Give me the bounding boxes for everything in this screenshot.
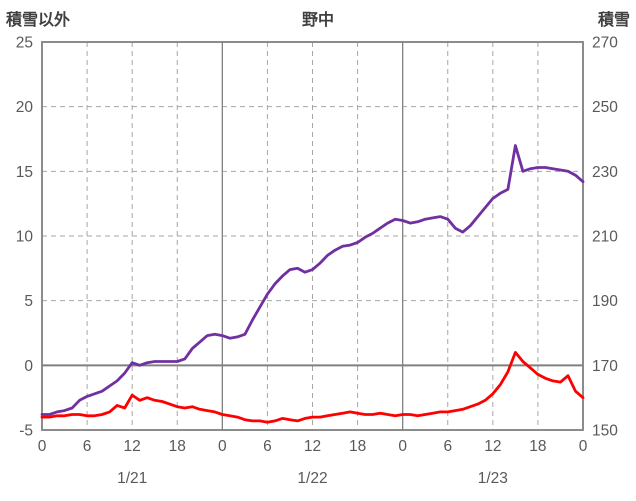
date-label: 1/23 (478, 470, 508, 487)
y-left-tick-label: 5 (24, 293, 33, 310)
x-tick-label: 18 (529, 438, 546, 455)
y-left-tick-label: 20 (16, 99, 34, 116)
x-tick-label: 0 (218, 438, 227, 455)
x-tick-label: 0 (38, 438, 47, 455)
series-line-red (40, 350, 585, 424)
y-right-tick-label: 170 (592, 358, 618, 375)
x-tick-label: 6 (443, 438, 452, 455)
x-tick-label: 0 (398, 438, 407, 455)
x-tick-label: 18 (349, 438, 366, 455)
y-left-tick-label: -5 (19, 422, 33, 439)
x-tick-label: 12 (484, 438, 501, 455)
plot-frame (41, 41, 584, 431)
y-left-tick-label: 25 (16, 34, 33, 51)
y-left-tick-label: 0 (24, 358, 33, 375)
date-label: 1/21 (117, 470, 147, 487)
x-tick-label: 12 (124, 438, 141, 455)
x-tick-label: 0 (579, 438, 588, 455)
series-line-purple (40, 144, 585, 416)
x-tick-label: 6 (83, 438, 92, 455)
y-right-tick-label: 270 (592, 34, 618, 51)
y-right-tick-label: 150 (592, 422, 618, 439)
left-axis-title: 積雪以外 (6, 12, 71, 29)
y-right-tick-label: 250 (592, 99, 618, 116)
x-tick-label: 18 (169, 438, 186, 455)
right-axis-title: 積雪 (597, 12, 630, 29)
x-tick-label: 12 (304, 438, 321, 455)
date-label: 1/22 (297, 470, 327, 487)
y-left-tick-label: 15 (16, 164, 33, 181)
y-right-tick-label: 210 (592, 228, 618, 245)
chart-title: 野中 (301, 12, 334, 29)
y-right-tick-label: 190 (592, 293, 618, 310)
y-right-tick-label: 230 (592, 164, 618, 181)
x-tick-label: 6 (263, 438, 272, 455)
y-left-tick-label: 10 (16, 228, 34, 245)
